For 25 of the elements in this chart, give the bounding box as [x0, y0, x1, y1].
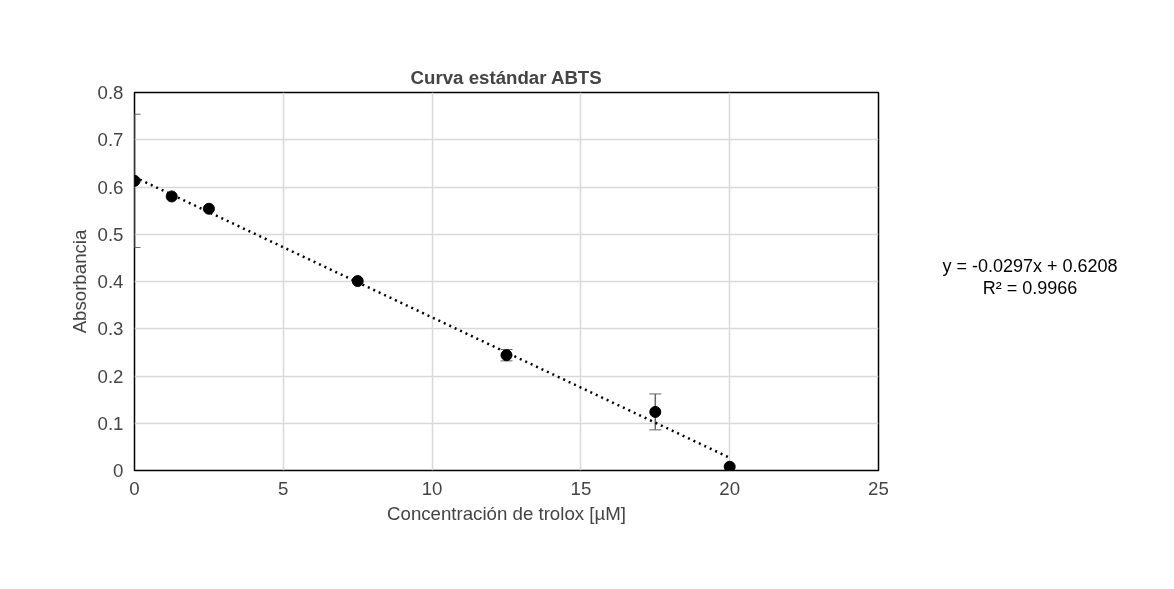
- chart-title: Curva estándar ABTS: [410, 66, 602, 88]
- x-tick-label: 25: [868, 477, 889, 499]
- y-tick-label: 0.3: [97, 318, 124, 340]
- y-tick-label: 0.5: [97, 223, 124, 245]
- y-tick-label: 0.4: [97, 271, 124, 292]
- y-tick-label: 0.8: [97, 82, 124, 103]
- x-tick-label: 15: [570, 477, 592, 499]
- y-tick-label: 0: [113, 460, 124, 481]
- x-tick-label: 5: [278, 477, 289, 499]
- y-tick-label: 0.1: [97, 412, 124, 434]
- x-tick-label: 10: [421, 477, 443, 499]
- y-axis-title: Absorbancia: [68, 229, 90, 334]
- text: y = -0.0297x + 0.6208: [942, 256, 1118, 276]
- y-tick-label: 0.2: [97, 365, 124, 387]
- point: [723, 460, 736, 471]
- x-axis-title: Concentración de trolox [µM]: [387, 502, 626, 524]
- y-tick-label: 0.6: [97, 176, 124, 198]
- y-tick-label: 0.7: [97, 129, 124, 151]
- text: R² = 0.9966: [982, 278, 1078, 298]
- point: [165, 190, 178, 203]
- point: [649, 405, 662, 418]
- point: [351, 275, 364, 288]
- point: [202, 202, 215, 215]
- x-tick-label: 20: [719, 477, 741, 499]
- x-tick-label: 0: [129, 477, 140, 499]
